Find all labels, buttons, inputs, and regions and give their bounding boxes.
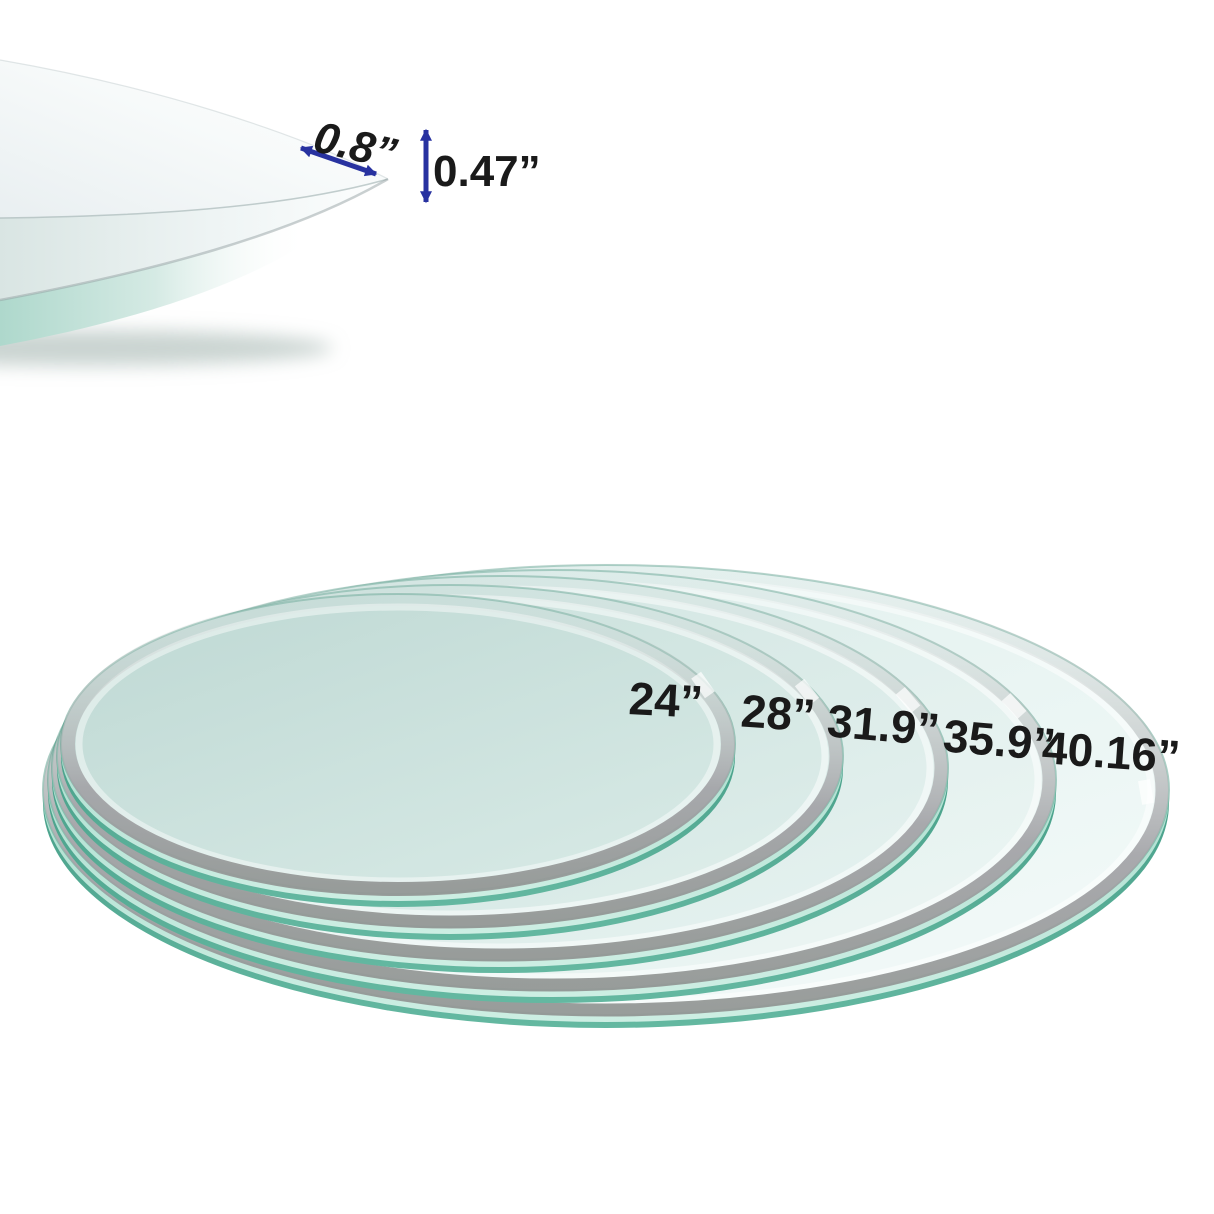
glass-disc-stack: 24” 28” 31.9” 35.9” 40.16” — [42, 563, 1182, 1028]
disc-inner-glow — [75, 603, 721, 885]
glass-disc-24in — [60, 592, 736, 907]
disc-bevel-highlight-notch — [895, 686, 921, 714]
glass-edge-top-face — [0, 60, 388, 218]
disc-bevel-highlight-notch — [1138, 779, 1154, 805]
disc-top-face — [61, 594, 735, 894]
thickness-label: 0.47” — [433, 147, 541, 196]
disc-label-24in: 24” — [627, 672, 704, 728]
glass-edge-bevel — [0, 179, 388, 300]
thickness-annotation: 0.47” — [420, 128, 541, 204]
disc-label-35-9in: 35.9” — [941, 709, 1058, 771]
glass-edge-seam-line — [0, 178, 389, 219]
bevel-width-arrow — [299, 145, 378, 177]
glass-edge-bottom-line — [0, 177, 389, 302]
disc-diameter-labels: 24” 28” 31.9” 35.9” 40.16” — [627, 672, 1181, 783]
disc-bevel-highlight-notch — [794, 678, 820, 706]
edge-detail-view: 0.8” 0.47” — [0, 59, 541, 366]
disc-label-28in: 28” — [739, 685, 817, 742]
disc-label-40-16in: 40.16” — [1040, 721, 1181, 783]
disc-label-31-9in: 31.9” — [825, 694, 942, 756]
disc-bevel-ring — [61, 592, 735, 896]
disc-bevel-highlight-notch — [1001, 693, 1027, 719]
disc-bevel-highlight-notch — [691, 671, 715, 699]
glass-edge-underside — [0, 179, 388, 346]
glass-edge-shadow — [0, 330, 333, 366]
